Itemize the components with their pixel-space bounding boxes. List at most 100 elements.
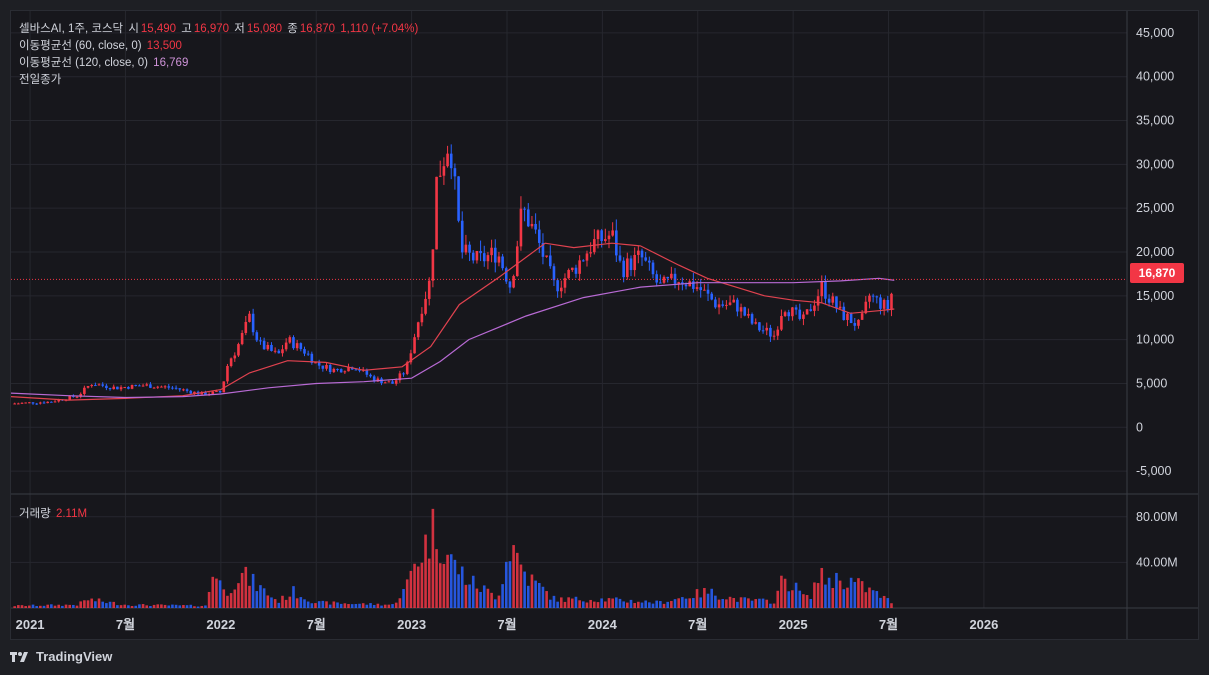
volume-bar xyxy=(226,595,229,608)
time-tick-label: 7월 xyxy=(879,617,898,632)
volume-bar xyxy=(468,584,471,608)
volume-bar xyxy=(626,602,629,608)
volume-bar xyxy=(277,602,281,608)
candle-body xyxy=(42,402,46,404)
ma60-legend[interactable]: 이동평균선 (60, close, 0) 13,500 xyxy=(19,37,184,53)
ma60-label: 이동평균선 (60, close, 0) xyxy=(19,40,142,52)
volume-bar xyxy=(317,601,321,608)
volume-bar xyxy=(585,602,589,608)
time-tick-label: 2025 xyxy=(779,617,808,632)
candle-body xyxy=(706,289,710,294)
volume-bar xyxy=(273,599,277,608)
symbol-legend: 셀바스AI, 1주, 코스닥 시 15,490 고 16,970 저 15,080 종… xyxy=(19,20,420,36)
volume-bar xyxy=(222,589,226,608)
volume-bar xyxy=(460,566,464,608)
candle-body xyxy=(50,401,53,403)
volume-bar xyxy=(79,601,83,608)
candle-body xyxy=(471,252,475,261)
volume-bar xyxy=(449,554,453,608)
volume-bar xyxy=(68,604,71,608)
volume-bar xyxy=(552,595,556,608)
candle-body xyxy=(772,335,776,337)
prev-close-legend[interactable]: 전일종가 xyxy=(19,71,63,87)
candle-body xyxy=(857,319,860,326)
volume-bar xyxy=(758,598,761,608)
volume-bar xyxy=(13,606,16,608)
candle-body xyxy=(185,389,189,391)
candle-body xyxy=(420,313,424,323)
volume-bar xyxy=(281,595,284,608)
candle-body xyxy=(816,296,820,306)
candle-body xyxy=(552,266,556,281)
candle-body xyxy=(882,299,886,309)
candle-body xyxy=(523,208,526,210)
volume-bar xyxy=(772,603,776,608)
volume-bar xyxy=(515,552,519,608)
volume-bar xyxy=(229,593,233,608)
candle-body xyxy=(310,353,314,364)
candle-body xyxy=(600,230,603,242)
volume-bar xyxy=(420,562,424,608)
candle-body xyxy=(431,249,435,281)
candle-body xyxy=(79,393,83,397)
candle-body xyxy=(776,329,780,336)
prev-close-label: 전일종가 xyxy=(19,74,62,86)
volume-bar xyxy=(615,597,618,608)
volume-bar xyxy=(559,597,563,608)
volume-bar xyxy=(207,591,211,608)
volume-bar xyxy=(523,571,526,608)
volume-bar xyxy=(864,592,868,608)
volume-bar xyxy=(171,604,174,608)
price-tick-label: -5,000 xyxy=(1136,464,1171,478)
volume-bar xyxy=(853,581,857,608)
candle-body xyxy=(116,386,119,390)
candle-body xyxy=(365,369,369,375)
volume-bar xyxy=(248,585,251,608)
volume-bar xyxy=(424,534,427,608)
tradingview-logo[interactable]: TradingView xyxy=(10,649,112,664)
candle-body xyxy=(46,401,49,404)
candle-body xyxy=(703,289,706,291)
price-tick-label: 20,000 xyxy=(1136,245,1174,259)
volume-bar xyxy=(39,605,42,608)
volume-bar xyxy=(64,604,68,608)
volume-bar xyxy=(299,597,303,608)
candle-body xyxy=(761,330,765,332)
candle-body xyxy=(391,381,394,384)
volume-tick-label: 40.00M xyxy=(1136,555,1178,569)
volume-bar xyxy=(354,603,358,608)
candle-body xyxy=(508,281,512,288)
volume-bar xyxy=(369,603,372,608)
candle-body xyxy=(189,390,193,394)
volume-bar xyxy=(112,601,116,608)
candle-body xyxy=(453,168,457,177)
candle-body xyxy=(416,322,420,338)
ma120-legend[interactable]: 이동평균선 (120, close, 0) 16,769 xyxy=(19,54,190,70)
candle-body xyxy=(824,281,827,299)
volume-bar xyxy=(813,582,816,608)
volume-bar xyxy=(504,561,508,608)
volume-bar xyxy=(816,583,820,608)
candle-body xyxy=(39,402,42,404)
volume-bar xyxy=(765,599,769,608)
candle-body xyxy=(545,255,548,257)
volume-bar xyxy=(743,597,747,608)
volume-bar xyxy=(262,588,266,608)
open-value: 15,490 xyxy=(140,23,177,35)
volume-legend[interactable]: 거래량 2.11M xyxy=(19,505,89,521)
volume-bar xyxy=(604,601,607,608)
volume-bar xyxy=(409,570,413,608)
candle-body xyxy=(354,369,358,371)
volume-bar xyxy=(438,563,442,608)
volume-bar xyxy=(310,603,314,608)
candle-body xyxy=(574,267,578,274)
volume-bar xyxy=(343,603,347,608)
candle-body xyxy=(376,378,380,382)
close-value: 16,870 xyxy=(299,23,336,35)
candle-body xyxy=(464,244,468,253)
candle-body xyxy=(182,389,185,391)
volume-bar xyxy=(259,585,262,608)
candle-body xyxy=(519,208,523,247)
volume-bar xyxy=(303,599,306,608)
